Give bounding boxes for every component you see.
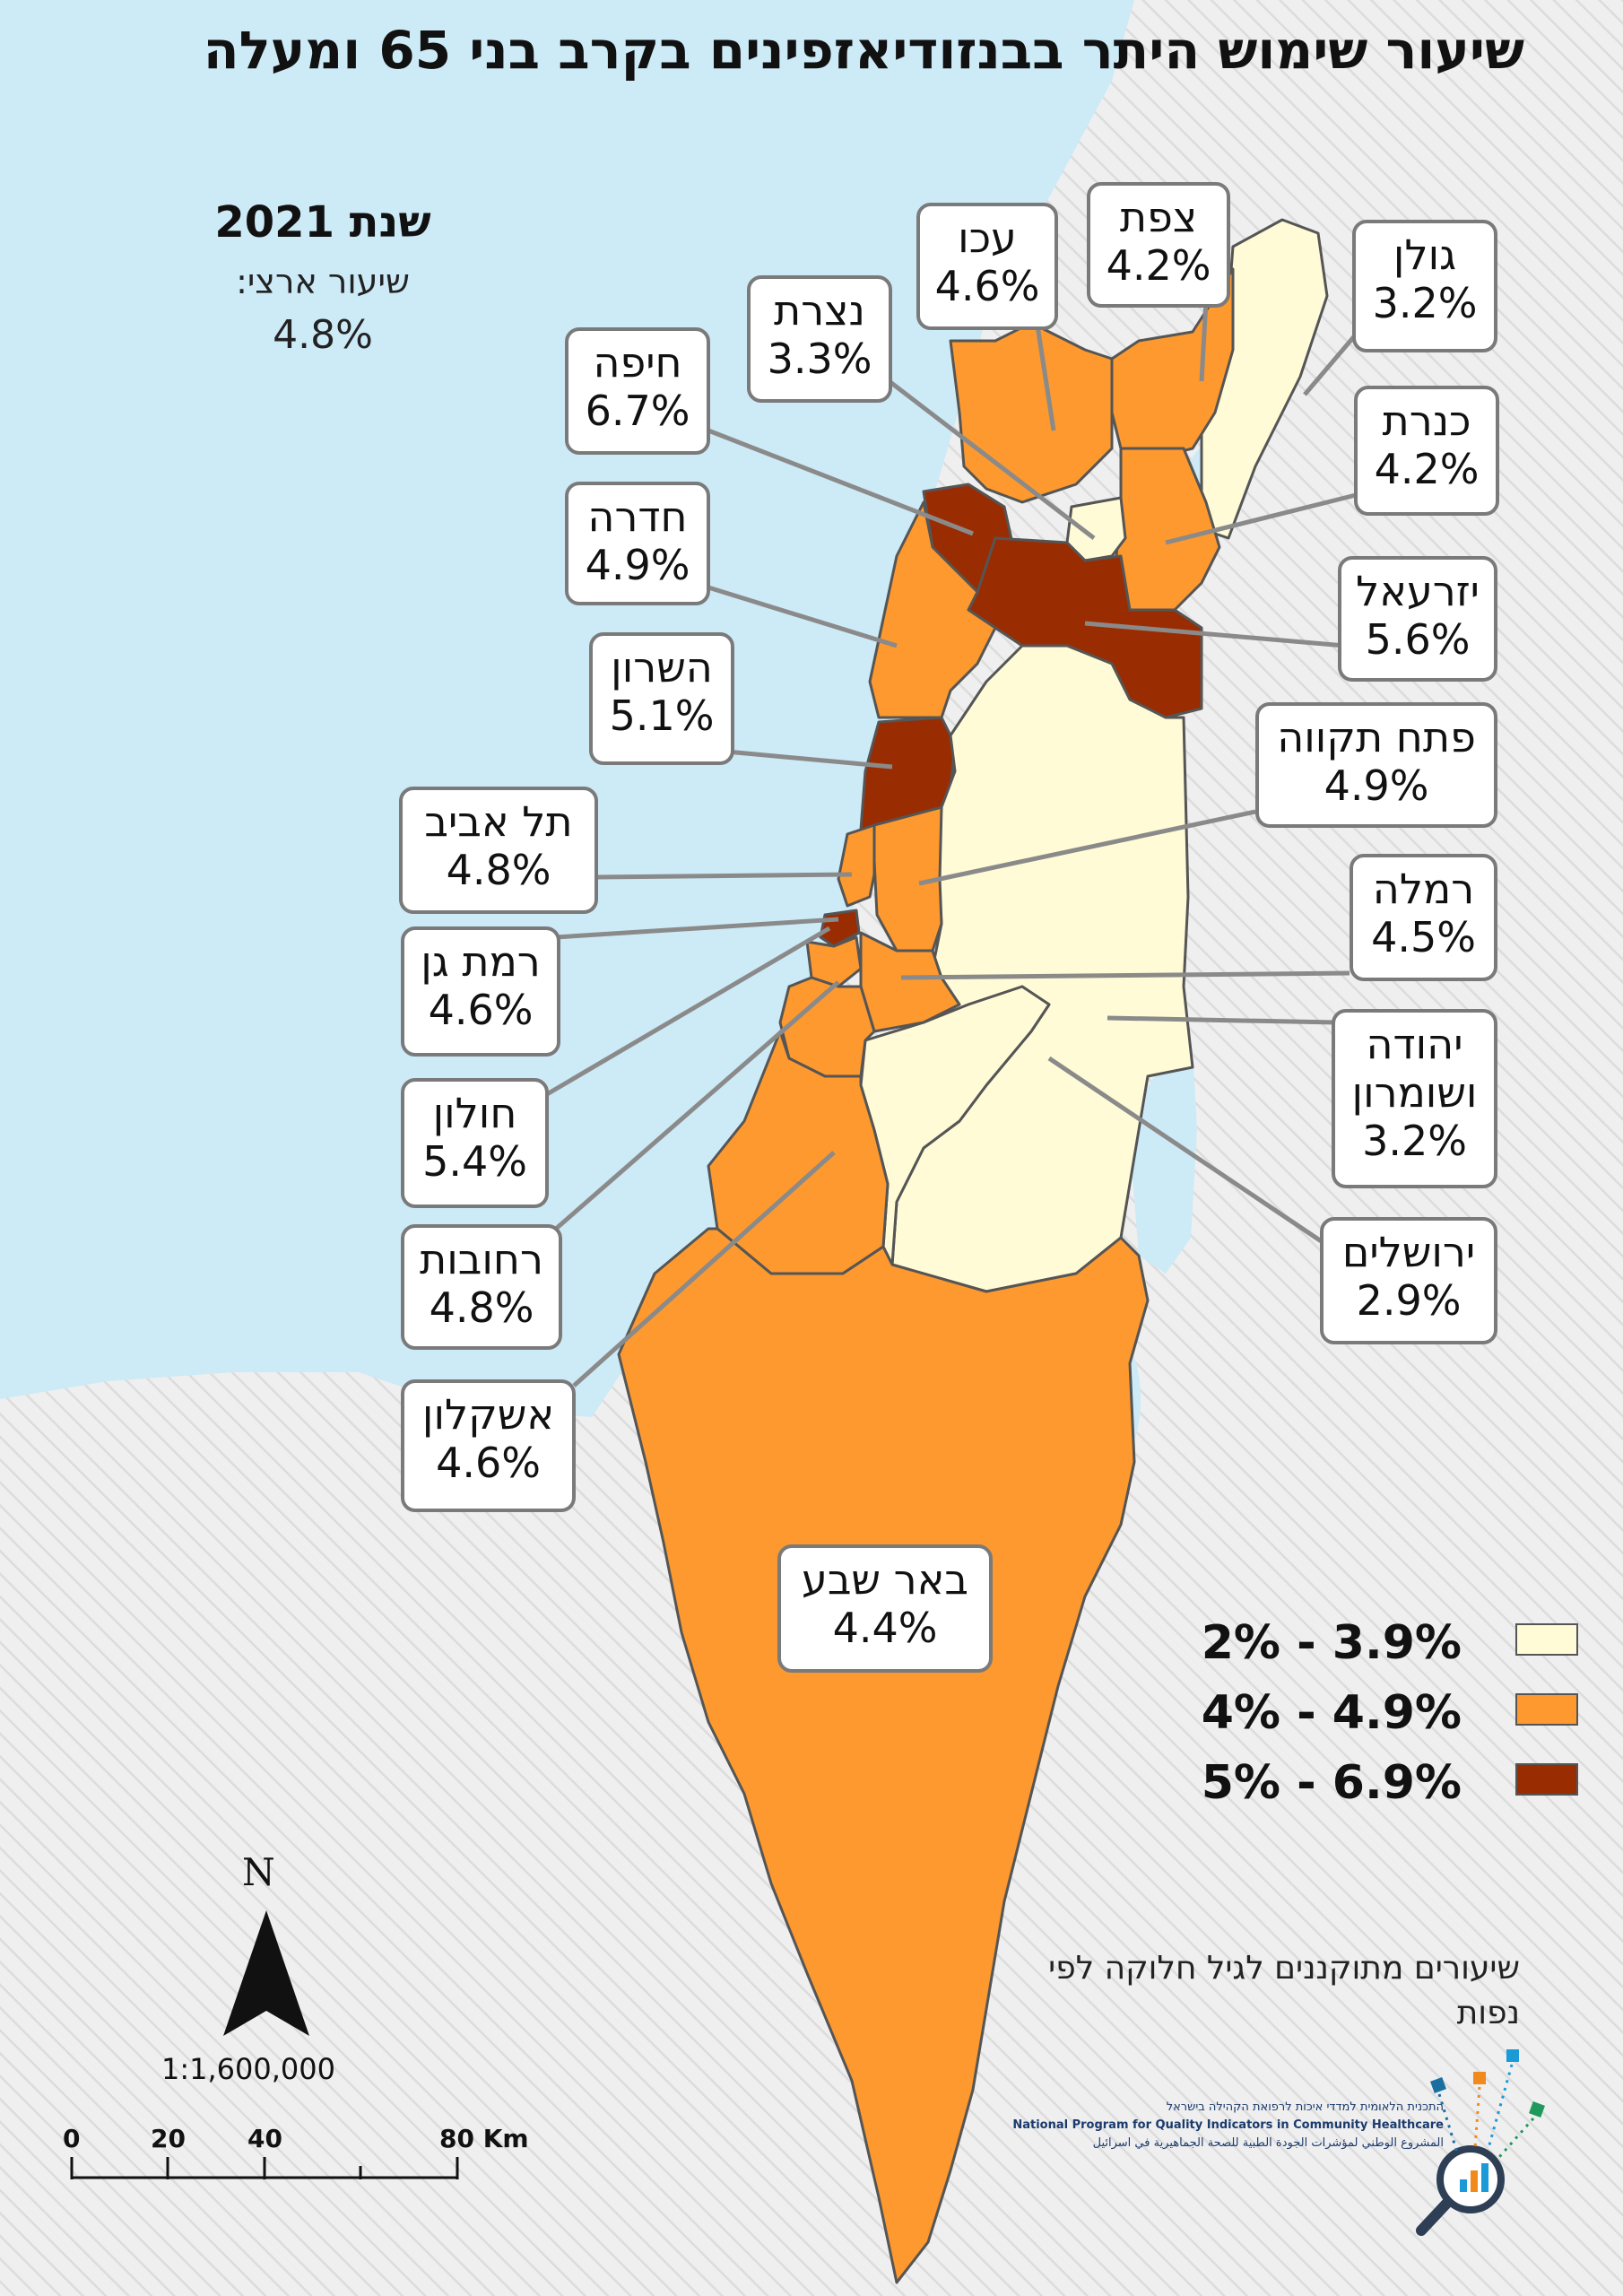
district-name: תל אביב — [424, 797, 573, 846]
district-name: כנרת — [1382, 396, 1471, 445]
callout-tel-aviv: תל אביב 4.8% — [399, 787, 598, 914]
callout-jezreel: יזרעאל 5.6% — [1338, 556, 1497, 682]
dead-sea — [1132, 1049, 1197, 1274]
callout-kinneret: כנרת 4.2% — [1354, 386, 1499, 516]
callout-nazareth: נצרת 3.3% — [747, 275, 892, 403]
district-name: חדרה — [587, 492, 688, 541]
national-rate-label: שיעור ארצי: — [236, 262, 410, 301]
district-safed — [1110, 267, 1235, 459]
scalebar-label-0: 0 — [63, 2124, 81, 2153]
district-name: רמלה — [1372, 865, 1475, 913]
national-rate-value: 4.8% — [273, 312, 373, 358]
logo-text-hebrew: התכנית הלאומית למדדי איכות לרפואת הקהילה… — [1166, 2100, 1444, 2114]
district-name: פתח תקווה — [1277, 713, 1476, 761]
district-name: צפת — [1119, 193, 1198, 241]
callout-sharon: השרון 5.1% — [589, 632, 734, 765]
leader-lines — [545, 300, 1383, 1387]
legend-swatch-mid — [1515, 1693, 1578, 1726]
district-name: השרון — [611, 643, 713, 691]
district-value: 6.7% — [585, 387, 690, 435]
callout-ashkelon: אשקלון 4.6% — [401, 1379, 576, 1512]
district-name: אשקלון — [421, 1390, 555, 1439]
district-value: 4.2% — [1106, 241, 1211, 290]
callout-ramla: רמלה 4.5% — [1350, 854, 1497, 981]
callout-judea-samaria: יהודה ושומרון 3.2% — [1332, 1009, 1497, 1188]
scalebar-label-20: 20 — [151, 2124, 186, 2153]
legend-label: 5% - 6.9% — [1201, 1756, 1462, 1810]
district-name: יהודה ושומרון — [1351, 1020, 1478, 1117]
north-arrow — [223, 1910, 309, 2036]
callout-rehovot: רחובות 4.8% — [401, 1224, 562, 1350]
legend-swatch-low — [1515, 1623, 1578, 1656]
district-tel-aviv — [837, 823, 876, 908]
callout-safed: צפת 4.2% — [1087, 182, 1230, 308]
district-name: יזרעאל — [1356, 567, 1480, 615]
callout-haifa: חיפה 6.7% — [565, 327, 710, 455]
district-value: 5.1% — [609, 691, 715, 740]
district-value: 3.2% — [1372, 279, 1478, 327]
callout-petah-tikva: פתח תקווה 4.9% — [1255, 702, 1497, 828]
district-name: רמת גן — [421, 937, 541, 986]
district-value: 4.8% — [429, 1283, 534, 1332]
legend-swatch-high — [1515, 1763, 1578, 1796]
district-value: 4.6% — [934, 262, 1040, 310]
scale-ratio: 1:1,600,000 — [161, 2052, 335, 2086]
scalebar-label-40: 40 — [247, 2124, 282, 2153]
district-value: 2.9% — [1356, 1276, 1462, 1325]
callout-jerusalem: ירושלים 2.9% — [1320, 1217, 1497, 1344]
district-value: 4.5% — [1371, 913, 1476, 961]
district-name: ירושלים — [1341, 1228, 1476, 1276]
district-value: 4.6% — [436, 1439, 541, 1487]
district-value: 4.6% — [428, 986, 534, 1034]
callout-beersheba: באר שבע 4.4% — [777, 1544, 993, 1673]
logo-text-arabic: المشروع الوطني لمؤشرات الجودة الطبية للص… — [1092, 2136, 1444, 2150]
logo-text-english: National Program for Quality Indicators … — [1012, 2118, 1444, 2132]
quality-program-logo-graphic — [1416, 2049, 1545, 2236]
scalebar-label-80: 80 Km — [439, 2124, 529, 2153]
district-hadera — [868, 500, 997, 719]
district-value: 5.4% — [422, 1137, 527, 1186]
district-value: 3.2% — [1362, 1117, 1467, 1165]
district-name: באר שבע — [802, 1555, 968, 1604]
district-value: 4.8% — [446, 846, 551, 894]
district-name: רחובות — [420, 1235, 543, 1283]
legend-item-low: 2% - 3.9% — [1148, 1616, 1578, 1670]
callout-hadera: חדרה 4.9% — [565, 482, 710, 605]
callout-golan: גולן 3.2% — [1352, 220, 1497, 352]
legend-label: 4% - 4.9% — [1201, 1686, 1462, 1740]
north-label: N — [242, 1850, 275, 1894]
callout-ramat-gan: רמת גן 4.6% — [401, 926, 560, 1057]
legend-item-high: 5% - 6.9% — [1148, 1756, 1578, 1810]
scalebar — [70, 2157, 459, 2179]
map-title: שיעור שימוש היתר בבנזודיאזפינים בקרב בני… — [203, 20, 1524, 81]
district-beersheba — [617, 1227, 1150, 2284]
district-value: 4.2% — [1374, 445, 1480, 493]
footnote: שיעורים מתוקננים לגיל חלוקה לפי נפות — [1048, 1950, 1520, 2031]
district-value: 4.4% — [832, 1604, 938, 1652]
district-value: 5.6% — [1365, 615, 1471, 664]
district-name: חיפה — [593, 338, 682, 387]
callout-holon: חולון 5.4% — [401, 1078, 549, 1208]
legend-item-mid: 4% - 4.9% — [1148, 1686, 1578, 1740]
callout-acre: עכו 4.6% — [916, 203, 1058, 330]
year-label: שנת 2021 — [214, 197, 431, 248]
district-value: 4.9% — [1324, 761, 1429, 810]
district-name: נצרת — [774, 286, 865, 335]
district-name: חולון — [432, 1089, 517, 1137]
district-name: עכו — [958, 213, 1017, 262]
district-value: 3.3% — [767, 335, 872, 383]
legend-label: 2% - 3.9% — [1201, 1616, 1462, 1670]
district-value: 4.9% — [585, 541, 690, 589]
district-name: גולן — [1393, 230, 1457, 279]
